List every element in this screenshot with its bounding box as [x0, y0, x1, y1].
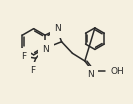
Text: N: N [54, 24, 61, 33]
Text: F: F [22, 52, 27, 61]
Text: OH: OH [110, 67, 124, 76]
Text: F: F [30, 66, 35, 75]
Text: N: N [42, 45, 49, 54]
Text: N: N [87, 70, 94, 79]
